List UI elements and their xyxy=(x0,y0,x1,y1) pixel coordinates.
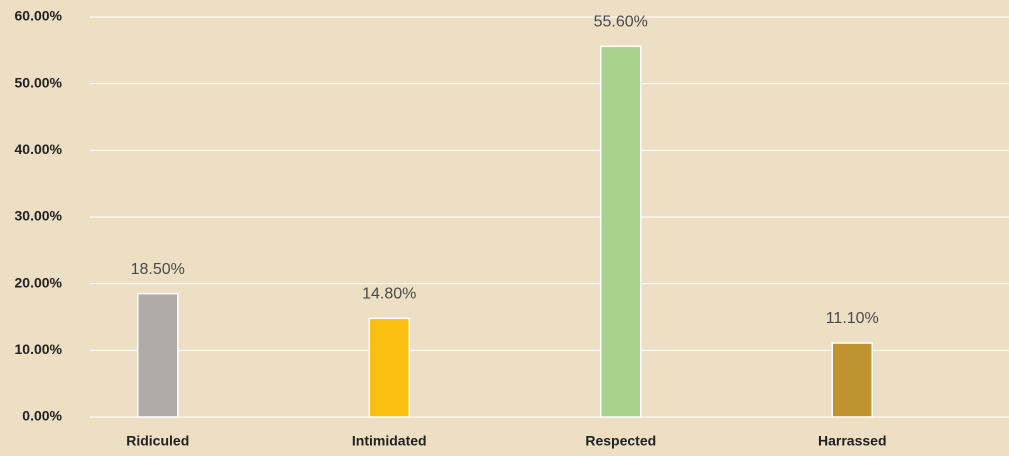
x-tick-label: Respected xyxy=(585,433,656,449)
value-label: 11.10% xyxy=(826,310,879,327)
y-tick-label: 0.00% xyxy=(22,408,62,424)
bar xyxy=(600,45,642,418)
y-tick-label: 10.00% xyxy=(15,341,63,357)
bar xyxy=(368,317,410,418)
value-label: 18.50% xyxy=(131,261,185,278)
y-tick-label: 60.00% xyxy=(15,8,63,24)
x-tick-label: Intimidated xyxy=(352,433,427,449)
value-label: 14.80% xyxy=(362,286,416,303)
value-label: 55.60% xyxy=(594,14,648,31)
y-tick-label: 50.00% xyxy=(15,74,63,90)
x-tick-label: Ridiculed xyxy=(126,433,189,449)
x-tick-label: Harrassed xyxy=(818,433,887,449)
bar xyxy=(831,342,873,418)
y-tick-label: 20.00% xyxy=(15,274,63,290)
y-tick-label: 30.00% xyxy=(15,208,63,224)
y-tick-label: 40.00% xyxy=(15,141,63,157)
bar xyxy=(137,292,179,418)
